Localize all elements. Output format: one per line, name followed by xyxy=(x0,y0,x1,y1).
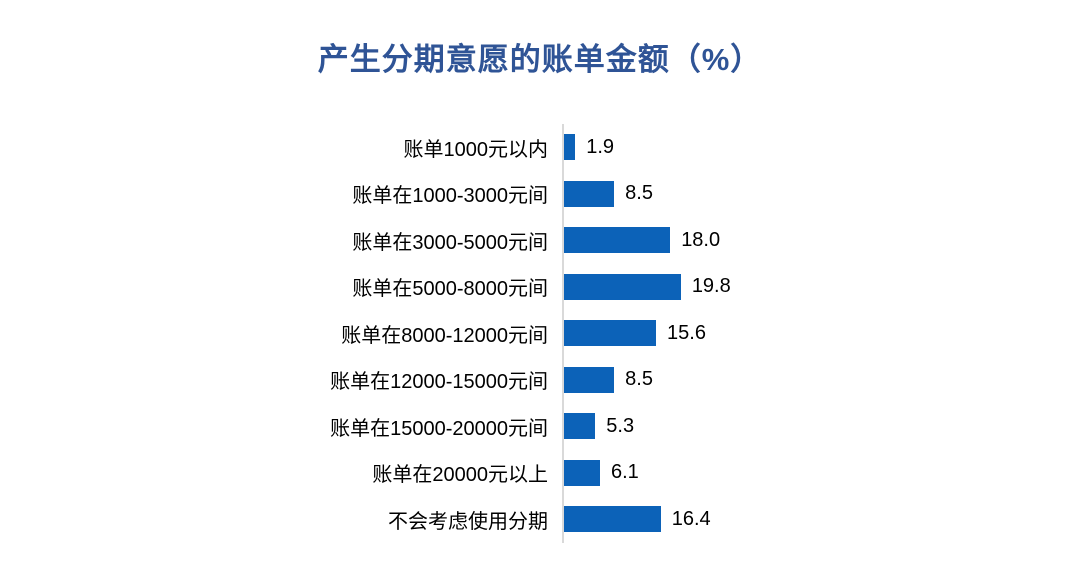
bar xyxy=(564,227,671,254)
bar-row: 不会考虑使用分期 16.4 xyxy=(290,496,1080,543)
bar-row: 账单在8000-12000元间 15.6 xyxy=(290,310,1080,357)
value-label: 8.5 xyxy=(625,368,653,391)
value-label: 5.3 xyxy=(606,414,635,437)
bar xyxy=(564,506,661,533)
plot-area: 19.8 xyxy=(562,263,1080,310)
category-label: 账单1000元以内 xyxy=(403,138,549,161)
bar-row: 账单在15000-20000元间 5.3 xyxy=(290,403,1080,450)
bar xyxy=(564,413,596,440)
category-label: 账单在1000-3000元间 xyxy=(352,185,548,208)
value-label: 8.5 xyxy=(625,182,653,205)
category-label: 账单在8000-12000元间 xyxy=(341,324,548,347)
plot-area: 15.6 xyxy=(562,310,1080,357)
plot-area: 16.4 xyxy=(562,496,1080,543)
chart-title: 产生分期意愿的账单金额（%） xyxy=(317,42,763,77)
plot-area: 5.3 xyxy=(562,403,1080,450)
bar-row: 账单在20000元以上 6.1 xyxy=(290,449,1080,496)
value-label: 16.4 xyxy=(671,507,711,530)
plot-area: 8.5 xyxy=(562,356,1080,403)
bar xyxy=(564,273,681,300)
category-label: 账单在15000-20000元间 xyxy=(330,417,548,440)
category-label: 账单在3000-5000元间 xyxy=(352,231,548,254)
bar xyxy=(564,134,576,161)
value-label: 18.0 xyxy=(681,228,721,251)
bar-row: 账单在5000-8000元间 19.8 xyxy=(290,263,1080,310)
bar-chart: 账单1000元以内 1.9 账单在1000-3000元间 8.5 账单在3000-500… xyxy=(290,124,1080,543)
bar-row: 账单在1000-3000元间 8.5 xyxy=(290,170,1080,217)
value-label: 6.1 xyxy=(610,461,639,484)
bar-row: 账单在12000-15000元间 8.5 xyxy=(290,356,1080,403)
category-label: 不会考虑使用分期 xyxy=(388,510,548,533)
plot-area: 1.9 xyxy=(562,124,1080,171)
bar-row: 账单1000元以内 1.9 xyxy=(290,124,1080,171)
bar xyxy=(564,180,615,207)
category-label: 账单在12000-15000元间 xyxy=(330,371,548,394)
bar xyxy=(564,366,615,393)
bar xyxy=(564,459,600,486)
value-label: 19.8 xyxy=(691,275,731,298)
plot-area: 8.5 xyxy=(562,170,1080,217)
bar-row: 账单在3000-5000元间 18.0 xyxy=(290,217,1080,264)
category-label: 账单在20000元以上 xyxy=(372,464,548,487)
plot-area: 18.0 xyxy=(562,217,1080,264)
category-label: 账单在5000-8000元间 xyxy=(352,278,548,301)
value-label: 1.9 xyxy=(586,135,615,158)
plot-area: 6.1 xyxy=(562,449,1080,496)
bar xyxy=(564,320,657,347)
value-label: 15.6 xyxy=(667,321,706,344)
